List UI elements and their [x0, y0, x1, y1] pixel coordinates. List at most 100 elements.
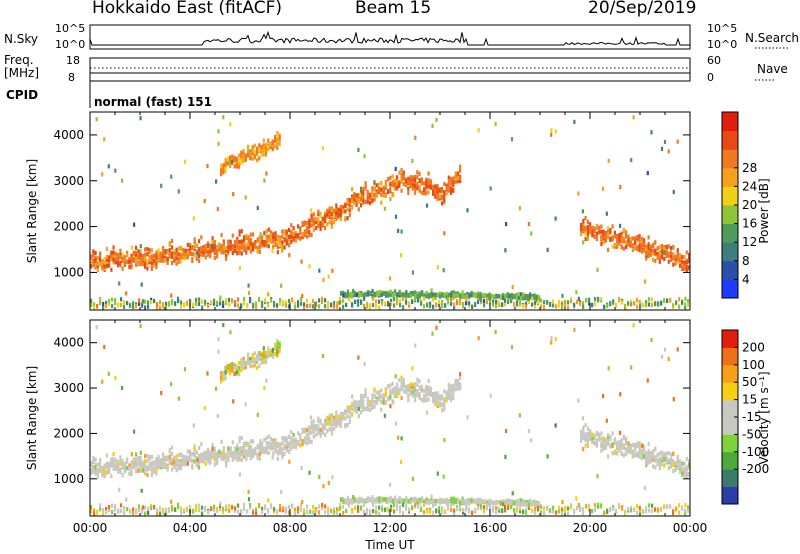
velocity-cell — [607, 454, 610, 459]
velocity-cell — [438, 395, 441, 400]
power-cell — [186, 255, 189, 260]
power-cell — [267, 144, 270, 149]
power-cell — [408, 301, 411, 306]
colorbar-cell — [722, 469, 738, 488]
power-cell — [384, 301, 387, 306]
velocity-cell — [339, 423, 342, 429]
velocity-cell — [162, 465, 165, 470]
power-cell — [238, 229, 241, 234]
velocity-cell — [618, 503, 621, 508]
power-cell — [253, 143, 256, 148]
power-cell — [262, 152, 265, 157]
velocity-cell — [407, 499, 410, 504]
power-cell — [665, 253, 668, 258]
velocity-cell — [658, 456, 661, 461]
velocity-cell — [155, 465, 158, 470]
velocity-cell — [663, 347, 667, 352]
velocity-cell — [171, 467, 174, 472]
velocity-cell — [580, 433, 583, 438]
velocity-cell — [660, 506, 663, 511]
power-cell — [588, 301, 591, 306]
power-cell — [357, 302, 360, 307]
power-cell — [198, 254, 201, 259]
velocity-cell — [308, 425, 311, 430]
velocity-cell — [378, 396, 381, 401]
velocity-cell — [209, 454, 212, 459]
velocity-cell — [94, 470, 97, 475]
velocity-cell — [389, 495, 392, 500]
velocity-cell — [414, 496, 417, 501]
power-cell — [564, 302, 567, 307]
power-cell — [371, 294, 374, 299]
velocity-cell — [641, 443, 644, 448]
velocity-cell — [314, 508, 317, 513]
velocity-cell — [139, 459, 142, 464]
velocity-cell — [174, 507, 177, 512]
velocity-cell — [647, 454, 650, 460]
velocity-cell — [351, 497, 354, 502]
power-cell — [96, 267, 99, 273]
power-cell — [465, 301, 468, 306]
power-cell — [448, 292, 451, 298]
power-cell — [619, 223, 622, 228]
velocity-cell — [283, 443, 286, 448]
power-cell — [492, 302, 495, 307]
velocity-cell — [170, 499, 173, 504]
power-cell — [618, 297, 621, 302]
power-cell — [378, 291, 381, 296]
power-cell — [546, 300, 549, 305]
power-cell — [427, 294, 430, 299]
velocity-cell — [546, 454, 549, 459]
velocity-cell — [355, 400, 358, 405]
power-cell — [299, 236, 302, 241]
power-cell — [235, 159, 238, 164]
power-cell — [263, 231, 266, 236]
velocity-cell — [402, 511, 405, 516]
velocity-cell — [168, 449, 171, 454]
power-cell — [589, 228, 592, 234]
velocity-cell — [450, 388, 453, 393]
power-cell — [629, 237, 632, 242]
velocity-cell — [168, 508, 171, 513]
power-cell — [650, 130, 653, 135]
velocity-cell — [625, 451, 628, 456]
power-cell — [130, 253, 133, 258]
power-cell — [600, 297, 603, 302]
velocity-cell — [683, 461, 686, 466]
power-cell — [207, 303, 210, 308]
power-cell — [393, 186, 396, 191]
velocity-cell — [164, 455, 167, 460]
velocity-cell — [256, 354, 259, 359]
velocity-cell — [354, 505, 357, 511]
velocity-cell — [625, 441, 628, 446]
power-cell — [397, 228, 400, 233]
velocity-cell — [150, 472, 153, 477]
velocity-cell — [335, 410, 338, 415]
power-cell — [164, 257, 167, 262]
velocity-cell — [679, 470, 682, 475]
velocity-cell — [281, 450, 284, 455]
velocity-cell — [324, 421, 327, 426]
power-cell — [430, 288, 433, 293]
velocity-cell — [384, 388, 387, 393]
power-cell — [157, 248, 160, 253]
power-cell — [317, 212, 320, 217]
power-cell — [294, 238, 297, 243]
power-cell — [647, 248, 650, 253]
power-cell — [186, 242, 189, 247]
power-cell — [357, 194, 360, 200]
velocity-cell — [400, 499, 403, 504]
velocity-cell — [171, 445, 174, 450]
power-cell — [407, 292, 410, 298]
velocity-cell — [244, 365, 247, 370]
velocity-cell — [394, 498, 397, 503]
velocity-cell — [229, 371, 232, 376]
velocity-cell — [357, 414, 360, 419]
velocity-cell — [552, 505, 555, 510]
velocity-cell — [229, 363, 232, 368]
velocity-cell — [636, 453, 639, 458]
velocity-cell — [591, 436, 594, 441]
velocity-cell — [92, 466, 95, 471]
velocity-cell — [459, 500, 462, 505]
